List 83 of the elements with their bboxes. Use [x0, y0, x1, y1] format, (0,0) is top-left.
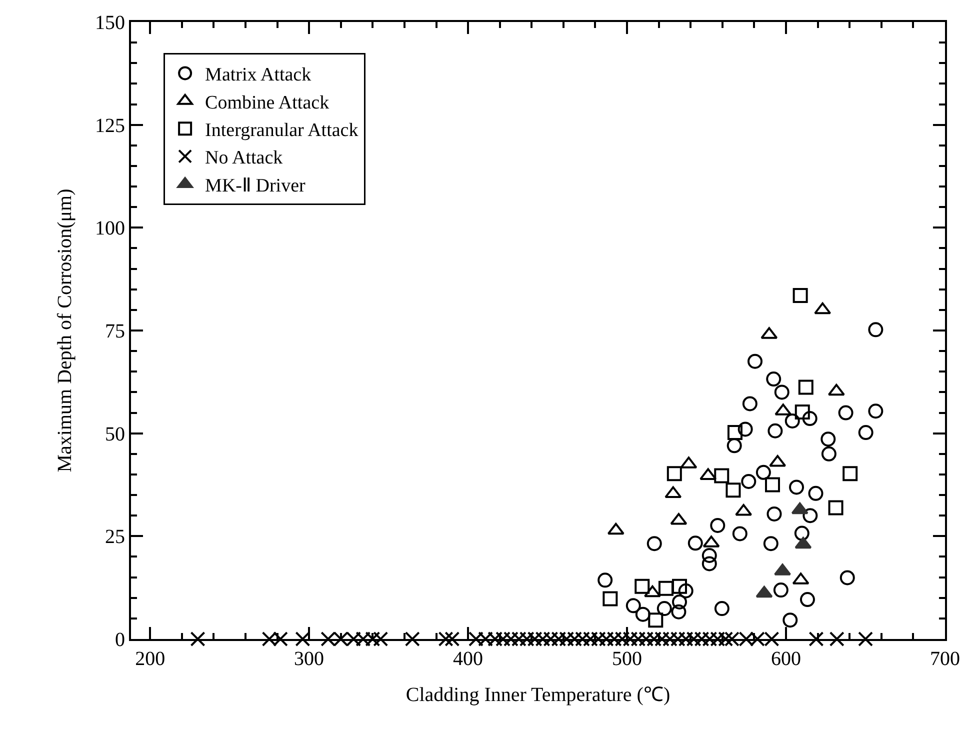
y-tick-label: 75: [105, 320, 125, 342]
y-tick-label: 100: [95, 218, 125, 240]
point: [438, 632, 454, 646]
point: [702, 548, 717, 563]
point: [838, 405, 854, 420]
point: [768, 423, 783, 438]
point: [858, 425, 874, 440]
point: [656, 601, 672, 616]
point: [842, 466, 858, 482]
point: [672, 578, 687, 594]
y-tick-label: 50: [105, 423, 125, 446]
point: [756, 464, 771, 480]
point: [792, 288, 808, 304]
point: [671, 604, 686, 620]
point: [868, 404, 884, 419]
point: [738, 422, 753, 437]
point: [742, 396, 758, 412]
point: [766, 506, 782, 522]
point: [782, 612, 798, 628]
legend-label: Intergranular Attack: [205, 120, 359, 142]
point: [646, 536, 662, 552]
point: [714, 468, 730, 484]
x-axis-title: Cladding Inner Temperature (℃): [406, 684, 670, 706]
x-tick-label: 400: [453, 648, 484, 670]
point: [678, 583, 694, 598]
point: [727, 425, 742, 440]
point: [802, 411, 818, 426]
y-tick-label: 125: [95, 114, 125, 137]
point: [295, 632, 310, 646]
x-tick-label: 500: [612, 648, 642, 670]
point: [598, 572, 613, 588]
point: [702, 556, 717, 572]
point: [784, 413, 800, 428]
x-tick-label: 200: [135, 648, 166, 670]
point: [794, 404, 810, 420]
x-tick-label: 700: [930, 648, 960, 670]
point: [714, 601, 730, 616]
point: [726, 482, 741, 498]
point: [868, 322, 884, 338]
point: [794, 526, 810, 541]
point: [666, 466, 682, 482]
y-tick-label: 25: [105, 526, 125, 548]
legend-label: MK-Ⅱ Driver: [205, 175, 306, 196]
point: [763, 536, 778, 552]
point: [800, 592, 815, 608]
point: [710, 518, 726, 533]
y-tick-label: 150: [95, 12, 125, 34]
point: [808, 486, 824, 501]
y-axis-title: Maximum Depth of Corrosion(μm): [54, 188, 76, 472]
point: [808, 632, 824, 646]
x-tick-label: 300: [294, 648, 324, 670]
legend-label: Matrix Attack: [205, 64, 312, 86]
point: [732, 526, 748, 542]
point: [626, 598, 641, 614]
point: [635, 606, 650, 622]
point: [858, 632, 874, 646]
point: [741, 474, 756, 489]
point: [766, 372, 782, 387]
point: [602, 591, 618, 606]
point: [765, 477, 780, 492]
point: [748, 354, 763, 369]
y-tick-label: 0: [115, 629, 125, 651]
point: [820, 432, 836, 447]
point: [774, 384, 790, 400]
legend-label: No Attack: [205, 148, 284, 169]
point: [802, 508, 818, 524]
x-tick-label: 600: [771, 648, 802, 670]
point: [648, 612, 664, 628]
point: [672, 594, 687, 610]
point: [798, 380, 814, 395]
point: [789, 480, 804, 495]
point: [821, 446, 836, 462]
point: [773, 582, 788, 598]
point: [658, 580, 674, 596]
point: [190, 632, 206, 646]
point: [634, 578, 650, 594]
point: [726, 438, 742, 454]
point: [829, 632, 844, 646]
point: [688, 536, 703, 551]
legend-label: Combine Attack: [205, 92, 330, 114]
point: [828, 500, 844, 516]
point: [404, 632, 420, 646]
point: [840, 570, 855, 586]
